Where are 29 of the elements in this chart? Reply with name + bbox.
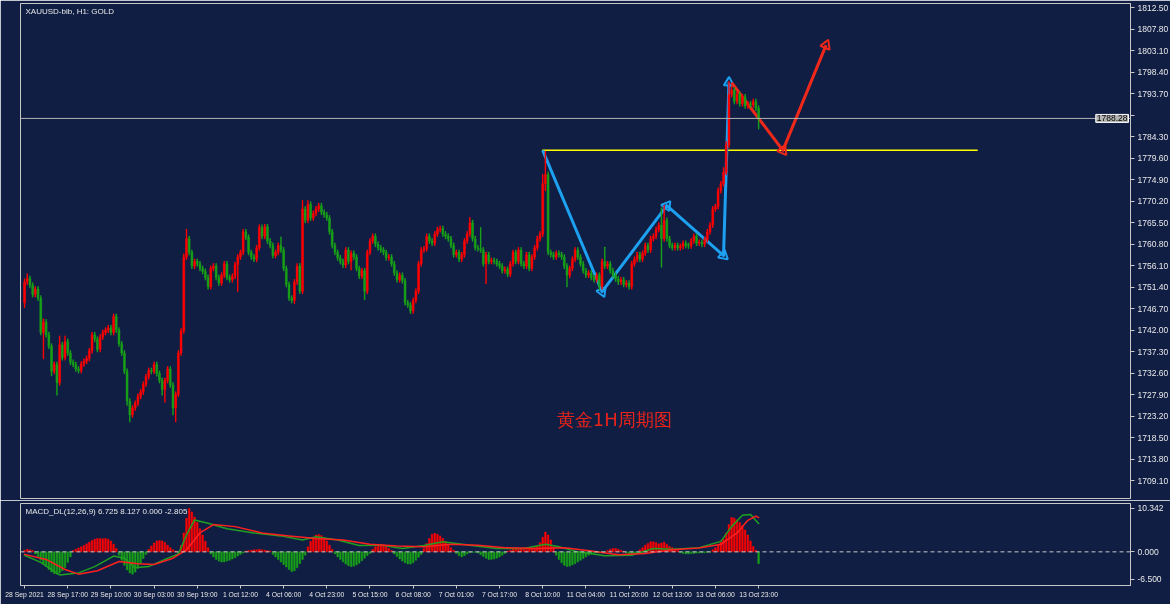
y-tick-label: 1756.10 [1137,260,1169,271]
y-tick-label: 1774.90 [1137,174,1169,185]
y-tick-label: 0.000 [1137,546,1160,557]
y-tick-label: 1798.40 [1137,67,1169,78]
y-tick-label: 1723.20 [1137,411,1169,422]
y-tick-label: 1727.90 [1137,389,1169,400]
annotation: 黄金1H周期图 [556,408,672,430]
y-tick-label: 1793.70 [1137,88,1169,99]
y-tick-label: 10.342 [1137,503,1164,514]
y-tick-label: 1770.20 [1137,196,1169,207]
y-tick-label: 1732.60 [1137,368,1169,379]
y-tick-label: 1765.50 [1137,217,1169,228]
y-tick-label: 1751.40 [1137,282,1169,293]
chart-title: MACD_DL(12,26,9) 6.725 8.127 0.000 -2.805 [25,506,188,516]
y-tick-label: 1718.50 [1137,432,1169,443]
chart-title: XAUUSD-bib, H1: GOLD [25,6,115,16]
y-tick-label: 1779.60 [1137,153,1169,164]
y-tick-label: 1746.70 [1137,303,1169,314]
y-tick-label: 1812.50 [1137,2,1169,13]
y-tick-label: 1709.10 [1137,475,1169,486]
y-tick-label: 1713.80 [1137,454,1169,465]
y-tick-label: 1760.80 [1137,239,1169,250]
y-tick-label: -6.500 [1137,574,1162,585]
y-tick-label: 1784.30 [1137,131,1169,142]
y-tick-label: 1737.30 [1137,346,1169,357]
y-tick-label: 1803.10 [1137,45,1169,56]
y-tick-label: 1742.00 [1137,325,1169,336]
ref-line-label: 1788.28 [1096,113,1128,124]
y-tick-label: 1807.80 [1137,24,1169,35]
